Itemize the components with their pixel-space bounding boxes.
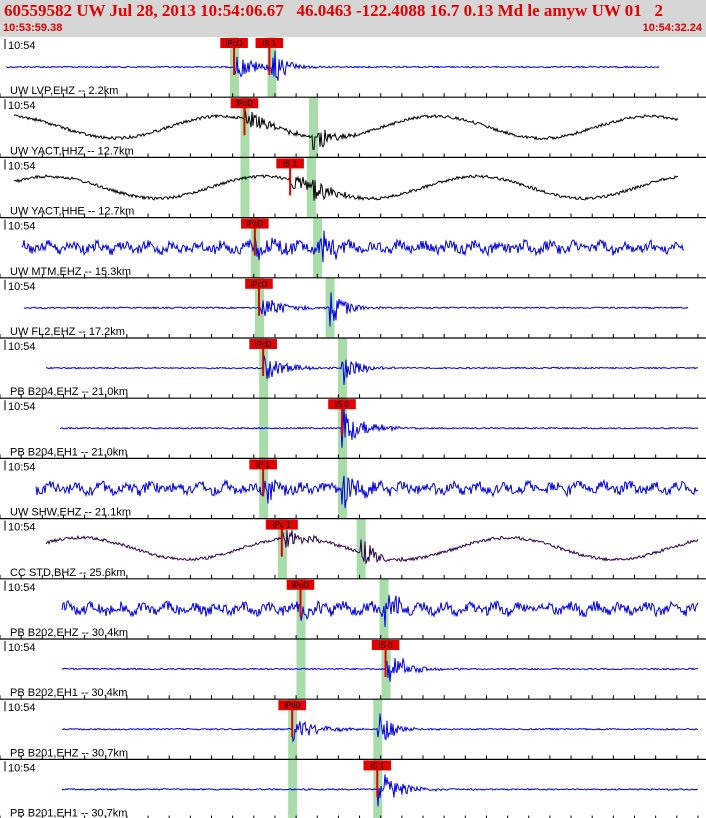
pick-window [267, 37, 277, 98]
pick-label: iPcD [255, 340, 272, 349]
start-time: 10:53:59.38 [3, 22, 63, 34]
pick-label: iS 1 [262, 39, 276, 48]
waveform-trace [61, 594, 699, 627]
waveform-trace [35, 475, 699, 509]
trace-station-label: UW YACT,HHZ -- 12.7km [10, 145, 134, 157]
trace-tick-label: 10:54 [8, 221, 36, 233]
pick-flag[interactable] [230, 98, 259, 109]
waveform-trace [13, 174, 679, 201]
trace-tick-label: 10:54 [8, 461, 36, 473]
pick-window [338, 338, 347, 399]
trace-station-label: UW YACT,HHE -- 12.7km [10, 206, 134, 218]
waveform-trace [61, 713, 699, 743]
trace-station-label: UW FL2,EHZ -- 17.2km [10, 326, 125, 338]
pick-flag[interactable] [363, 760, 392, 771]
pick-window [308, 97, 318, 158]
trace-tick-label: 10:54 [8, 762, 36, 774]
pick-label: iPd0 [284, 701, 301, 710]
trace-tick-label: 10:54 [8, 401, 36, 413]
trace-station-label: UW MTM,EHZ -- 15.3km [10, 266, 131, 278]
pick-label: iS 1 [283, 159, 297, 168]
pick-label: iS 0 [379, 641, 393, 650]
pick-flag[interactable] [276, 158, 304, 169]
seismogram-plot: iPcD iS 1 iPcD iS 1 iPcD iPcD iPcD iS 0 iP 1 iPc … [0, 37, 706, 818]
event-title: 60559582 UW Jul 28, 2013 10:54:06.67 46.… [4, 1, 664, 20]
trace-tick-label: 10:54 [8, 582, 36, 594]
trace-tick-label: 10:54 [8, 40, 36, 52]
pick-label: iP 1 [256, 460, 270, 469]
trace-station-label: PB B201,EHZ -- 30.7km [10, 747, 128, 759]
trace-station-label: PB B204,EH1 -- 21.0km [10, 446, 127, 458]
trace-station-label: PB B201,EH1 -- 30.7km [10, 808, 127, 818]
pick-flag[interactable] [286, 579, 315, 590]
pick-window [373, 699, 383, 760]
pick-flag[interactable] [265, 519, 298, 530]
waveform-trace [13, 109, 679, 151]
trace-tick-label: 10:54 [8, 281, 36, 293]
event-header: 60559582 UW Jul 28, 2013 10:54:06.67 46.… [0, 0, 706, 37]
pick-label: iPc 1 [273, 521, 291, 530]
trace-station-label: UW SHW,EHZ -- 21.1km [10, 507, 131, 519]
pick-flag[interactable] [255, 38, 284, 48]
waveform-trace [59, 404, 699, 448]
pick-window [288, 759, 298, 818]
pick-label: iPcD [246, 220, 263, 229]
trace-station-label: PB B202,EHZ -- 30.4km [10, 627, 128, 639]
pick-label: iPcD [236, 99, 253, 108]
pick-window [240, 157, 250, 218]
pick-flag[interactable] [249, 339, 277, 349]
pick-flag[interactable] [220, 38, 248, 48]
trace-tick-label: 10:54 [8, 160, 36, 172]
pick-label: iS 1 [370, 761, 384, 770]
pick-label: iPcD [226, 39, 243, 48]
waveform-trace [45, 529, 699, 564]
pick-flag[interactable] [245, 278, 273, 289]
pick-label: iPcD [251, 280, 268, 289]
trace-station-label: UW LVP,EHZ -- 2.2km [10, 85, 118, 97]
pick-flag[interactable] [371, 640, 400, 650]
trace-station-label: PB B204,EHZ -- 21.0km [10, 386, 128, 398]
trace-tick-label: 10:54 [8, 702, 36, 714]
waveform-trace [61, 657, 699, 682]
pick-flag[interactable] [241, 218, 269, 229]
waveform-trace [45, 355, 699, 385]
trace-tick-label: 10:54 [8, 642, 36, 654]
waveform-trace [23, 292, 689, 327]
pick-flag[interactable] [249, 459, 277, 470]
waveform-trace [61, 774, 699, 807]
pick-label: iPcD [292, 581, 309, 590]
trace-tick-label: 10:54 [8, 522, 36, 534]
trace-tick-label: 10:54 [8, 100, 36, 112]
pick-label: iS 0 [335, 400, 349, 409]
trace-tick-label: 10:54 [8, 341, 36, 353]
trace-station-label: PB B202,EH1 -- 30.4km [10, 687, 127, 699]
pick-flag[interactable] [278, 700, 306, 711]
end-time: 10:54:32.24 [642, 22, 702, 34]
waveform-trace [5, 50, 660, 81]
waveform-trace [21, 230, 685, 263]
trace-station-label: CC STD,BHZ -- 25.6km [10, 567, 126, 579]
pick-flag[interactable] [328, 399, 356, 410]
